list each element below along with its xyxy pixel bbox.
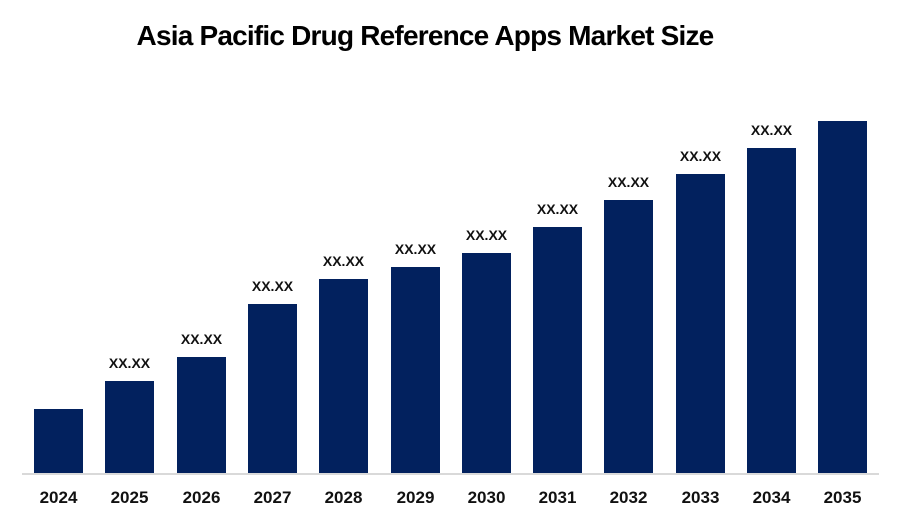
x-tick-label-2028: 2028 [324, 488, 363, 507]
x-tick-label-2029: 2029 [396, 488, 435, 507]
bar-2030 [462, 253, 511, 473]
bar-2034 [747, 148, 796, 473]
bar-value-label-2028: XX.XX [322, 253, 365, 269]
bar-2029 [391, 267, 440, 473]
bar-value-label-2025: XX.XX [108, 355, 151, 371]
bar-2028 [319, 279, 368, 473]
x-tick-label-2026: 2026 [182, 488, 221, 507]
bar-2024 [34, 409, 83, 473]
bar-2031 [533, 227, 582, 473]
bar-2027 [248, 304, 297, 473]
bar-2032 [604, 200, 653, 473]
x-tick-label-2027: 2027 [253, 488, 292, 507]
x-axis-line [22, 473, 879, 475]
bar-value-label-2033: XX.XX [679, 148, 722, 164]
bar-value-label-2027: XX.XX [251, 278, 294, 294]
bar-2025 [105, 381, 154, 473]
x-tick-label-2024: 2024 [39, 488, 78, 507]
chart-title: Asia Pacific Drug Reference Apps Market … [136, 20, 715, 51]
x-tick-label-2035: 2035 [823, 488, 862, 507]
x-tick-label-2031: 2031 [538, 488, 577, 507]
x-tick-label-2025: 2025 [110, 488, 149, 507]
x-tick-label-2034: 2034 [752, 488, 791, 507]
bar-2035 [818, 121, 867, 473]
x-tick-label-2030: 2030 [467, 488, 506, 507]
bar-value-label-2032: XX.XX [607, 174, 650, 190]
bar-value-label-2026: XX.XX [180, 331, 223, 347]
bar-value-label-2031: XX.XX [536, 201, 579, 217]
bar-2026 [177, 357, 226, 473]
bar-value-label-2034: XX.XX [750, 122, 793, 138]
x-tick-label-2032: 2032 [609, 488, 648, 507]
bar-2033 [676, 174, 725, 473]
x-tick-label-2033: 2033 [681, 488, 720, 507]
bar-value-label-2030: XX.XX [465, 227, 508, 243]
bar-value-label-2029: XX.XX [394, 241, 437, 257]
